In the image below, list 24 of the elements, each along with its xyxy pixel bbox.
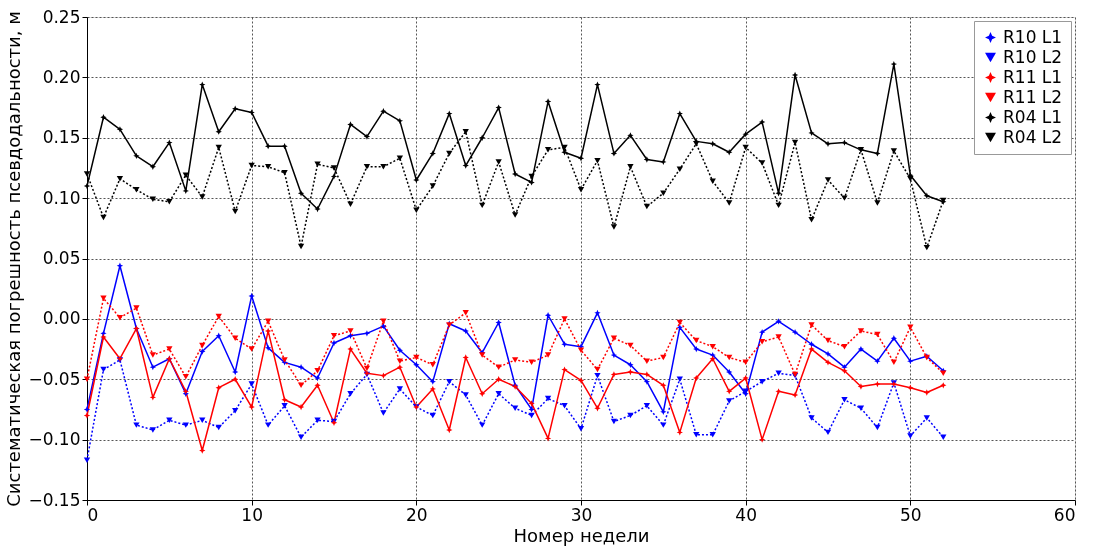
y-tick-label: 0.05 xyxy=(42,248,81,268)
x-tick-label: 60 xyxy=(1053,504,1076,525)
x-tick-label: 0 xyxy=(87,504,99,525)
y-tick-label: 0.20 xyxy=(42,66,81,87)
x-tick-label: 50 xyxy=(900,504,922,525)
legend-label: R11 L2 xyxy=(1003,86,1063,107)
x-tick-label: 40 xyxy=(735,504,757,525)
y-tick-label: 0.25 xyxy=(42,6,81,27)
y-tick-label: 0.00 xyxy=(42,308,81,329)
legend-label: R10 L2 xyxy=(1003,46,1063,67)
y-axis-title: Систематическая погрешность псевдодальности, м xyxy=(3,11,25,507)
x-tick-label: 20 xyxy=(406,504,428,525)
x-tick-label: 10 xyxy=(241,504,263,525)
y-tick-label: −0.10 xyxy=(28,429,81,450)
x-tick-label: 30 xyxy=(570,504,593,525)
x-axis-title: Номер недели xyxy=(513,524,650,546)
y-tick-label: −0.05 xyxy=(28,368,81,389)
legend-label: R04 L2 xyxy=(1003,126,1063,147)
y-tick-label: 0.10 xyxy=(42,187,81,208)
y-tick-label: −0.15 xyxy=(28,489,81,510)
legend-label: R11 L1 xyxy=(1003,66,1063,87)
legend-label: R04 L1 xyxy=(1003,106,1063,127)
y-tick-label: 0.15 xyxy=(42,127,81,148)
legend-label: R10 L1 xyxy=(1003,26,1063,47)
